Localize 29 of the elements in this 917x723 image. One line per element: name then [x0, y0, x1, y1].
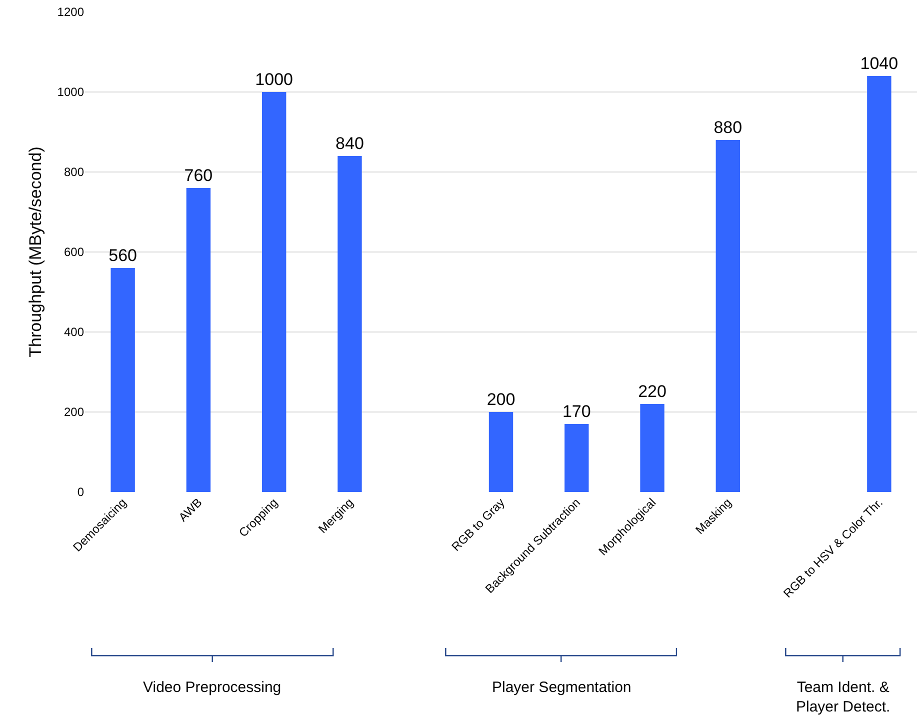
data-label: 760 [184, 166, 213, 185]
y-tick-label: 0 [77, 485, 84, 500]
data-label: 200 [486, 390, 516, 409]
data-label: 1000 [255, 70, 294, 89]
bar [867, 76, 892, 492]
y-axis-title: Throughput (MByte/second) [26, 146, 45, 358]
data-label: 560 [108, 246, 138, 265]
y-tick-label: 800 [64, 165, 84, 180]
text: Video Preprocessing [143, 679, 282, 696]
bar [262, 92, 286, 492]
data-label: 880 [714, 118, 742, 137]
bar [186, 188, 211, 492]
data-label: 170 [562, 402, 591, 421]
bar [716, 140, 740, 492]
y-tick-label: 200 [64, 405, 84, 420]
bar [488, 412, 514, 492]
bar [564, 424, 589, 492]
y-tick-label: 1000 [57, 85, 84, 100]
bar [110, 268, 135, 492]
data-label: 220 [638, 382, 666, 401]
text: Player Segmentation [492, 679, 632, 696]
bar [338, 156, 362, 492]
bar [640, 404, 664, 492]
y-tick-label: 1200 [57, 5, 84, 20]
data-label: 1040 [860, 54, 898, 73]
y-tick-label: 400 [64, 325, 84, 340]
data-label: 840 [336, 134, 364, 153]
y-tick-label: 600 [64, 245, 84, 260]
text: Team Ident. & Player Detect. [796, 679, 890, 716]
